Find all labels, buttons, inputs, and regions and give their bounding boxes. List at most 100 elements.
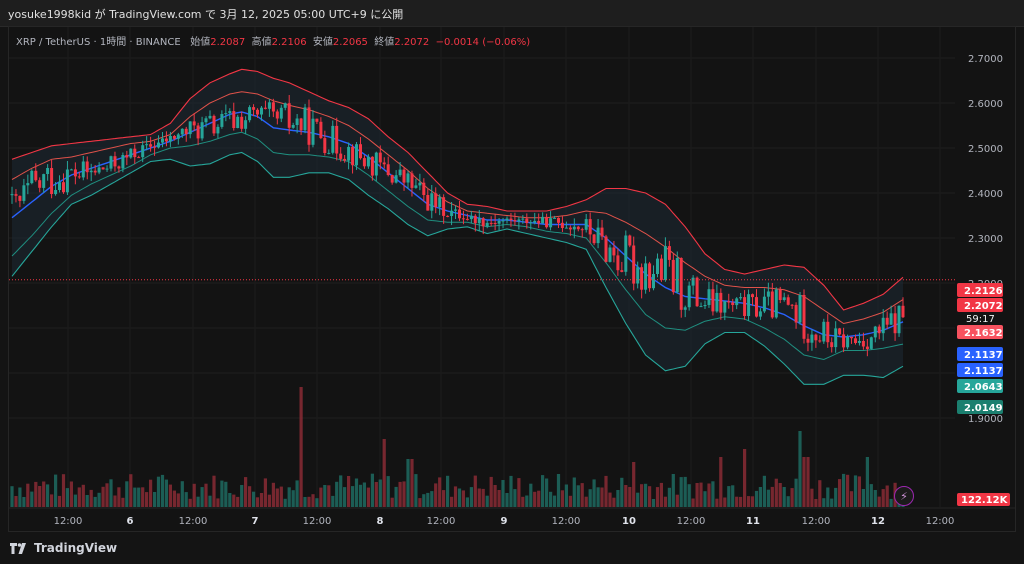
volume-bar	[125, 481, 129, 507]
volume-bar	[394, 486, 398, 507]
volume-bar	[453, 486, 458, 507]
volume-bar	[640, 484, 644, 507]
volume-bar	[687, 484, 691, 507]
candle-body	[770, 291, 774, 318]
volume-bar	[465, 497, 469, 507]
candle-body	[802, 295, 806, 339]
volume-bar	[842, 473, 846, 507]
candle-body	[10, 194, 14, 196]
volume-bar	[168, 484, 172, 507]
candle-body	[216, 126, 220, 134]
candle-body	[188, 121, 192, 135]
candle-body	[600, 227, 604, 237]
candle-body	[636, 267, 640, 284]
candle-body	[263, 107, 267, 109]
basis-line	[11, 111, 904, 338]
candle-body	[303, 107, 307, 131]
volume-bar	[743, 449, 747, 507]
volume-bar	[414, 474, 418, 507]
volume-bar	[865, 457, 869, 507]
candle-body	[62, 182, 65, 193]
volume-bar	[703, 491, 707, 507]
volume-bar	[422, 494, 426, 507]
y-tick-label: 2.5000	[968, 144, 1003, 155]
candle-body	[196, 125, 200, 139]
x-tick-label: 8	[377, 516, 384, 527]
volume-bar	[727, 486, 731, 507]
price-label: 2.2072	[964, 301, 1003, 312]
candle-body	[572, 226, 576, 230]
volume-bar	[133, 487, 137, 507]
volume-label-box	[957, 493, 1010, 506]
volume-bar	[628, 487, 632, 507]
candle-body	[885, 317, 889, 325]
x-tick-label: 11	[746, 516, 760, 527]
volume-bar	[537, 490, 541, 507]
tradingview-logo[interactable]: TradingView	[10, 541, 117, 555]
candle-body	[184, 128, 188, 135]
candle-body	[38, 180, 42, 188]
candle-body	[224, 113, 228, 115]
volume-bar	[236, 496, 240, 507]
candle-body	[517, 219, 521, 222]
volume-bar	[430, 491, 434, 507]
volume-bar	[382, 439, 386, 507]
candle-body	[739, 297, 743, 299]
candle-body	[129, 148, 133, 158]
candle-body	[656, 258, 659, 274]
candle-body	[446, 215, 450, 217]
candle-body	[865, 346, 869, 349]
candle-body	[295, 118, 299, 125]
candle-body	[81, 161, 85, 178]
volume-bar	[228, 493, 232, 507]
chart-frame[interactable]	[8, 26, 1016, 532]
candle-body	[168, 136, 172, 142]
volume-bar	[644, 483, 648, 507]
volume-bar	[275, 488, 279, 507]
volume-bar	[592, 479, 596, 507]
volume-bar	[624, 485, 628, 507]
candle-body	[77, 176, 81, 178]
volume-bar	[347, 476, 351, 507]
volume-bar	[663, 496, 667, 507]
candle-body	[382, 162, 386, 165]
candle-body	[426, 195, 430, 211]
candle-body	[454, 209, 457, 211]
candle-body	[394, 175, 398, 183]
volume-bar	[208, 495, 212, 507]
candle-body	[362, 158, 366, 167]
inner-lower-band-line	[11, 131, 904, 361]
symbol-label[interactable]: XRP / TetherUS · 1時間 · BINANCE	[16, 37, 181, 48]
candle-body	[632, 245, 636, 284]
candle-body	[73, 169, 77, 177]
volume-bar	[873, 490, 877, 507]
candle-body	[18, 195, 22, 201]
candle-body	[287, 103, 291, 128]
candle-body	[592, 234, 596, 244]
candle-body	[89, 170, 93, 173]
candle-body	[778, 289, 782, 300]
volume-bar	[69, 481, 73, 507]
candle-body	[26, 183, 30, 186]
volume-bar	[442, 490, 446, 507]
candle-body	[652, 274, 655, 289]
x-tick-label: 12:00	[926, 516, 955, 527]
candle-body	[608, 247, 612, 262]
volume-bar	[770, 486, 774, 507]
lightning-icon[interactable]: ⚡	[894, 486, 914, 506]
candle-body	[164, 138, 168, 142]
candle-body	[347, 146, 351, 161]
candle-body	[814, 334, 818, 341]
volume-bar	[339, 475, 343, 507]
candle-body	[481, 218, 485, 227]
price-label-box	[957, 347, 1003, 361]
candle-body	[691, 277, 695, 286]
candle-body	[695, 277, 699, 307]
volume-bar	[22, 497, 26, 507]
volume-bar	[303, 497, 307, 507]
close-label: 終値	[374, 37, 395, 48]
volume-bar	[54, 474, 58, 507]
candle-body	[869, 337, 873, 349]
volume-bar	[38, 486, 42, 507]
